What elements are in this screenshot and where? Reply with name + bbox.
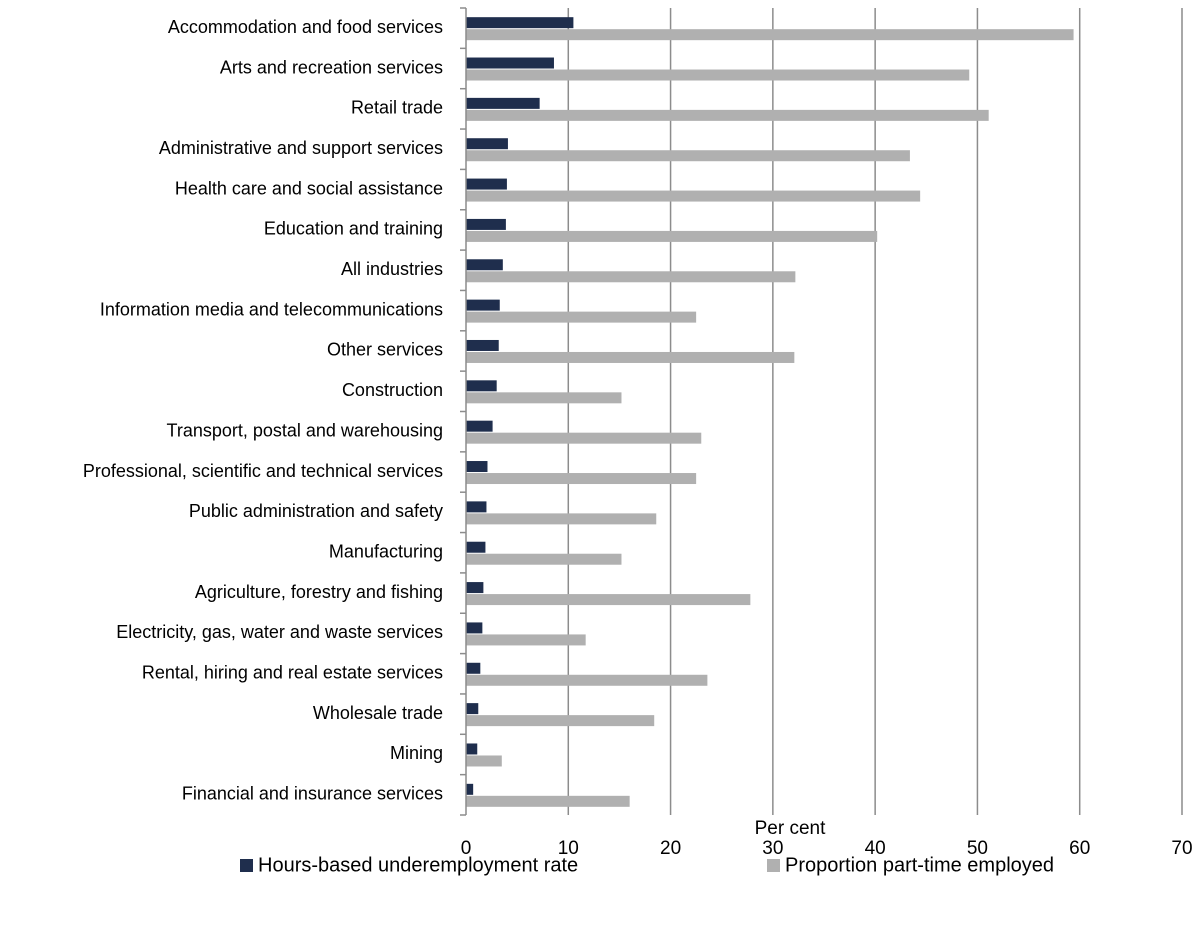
bar	[466, 461, 488, 473]
bar	[466, 755, 502, 767]
y-tick-label: Financial and insurance services	[182, 784, 443, 804]
bar	[466, 17, 574, 29]
bar	[466, 674, 708, 686]
y-tick-label: Retail trade	[351, 98, 443, 118]
bar	[466, 513, 657, 525]
bar	[466, 795, 630, 807]
bar	[466, 109, 989, 121]
bar	[466, 541, 486, 553]
y-tick-label: Accommodation and food services	[168, 17, 443, 37]
bar	[466, 178, 507, 190]
bar	[466, 703, 479, 715]
y-tick-label: Other services	[327, 340, 443, 360]
bar	[466, 230, 878, 242]
legend-swatch	[240, 859, 253, 872]
bar	[466, 299, 500, 311]
bar	[466, 190, 921, 202]
x-tick-label: 60	[1069, 838, 1090, 859]
bar	[466, 259, 503, 271]
bar	[466, 339, 499, 351]
y-tick-label: Rental, hiring and real estate services	[142, 663, 443, 683]
y-tick-label: Mining	[390, 743, 443, 763]
bar	[466, 218, 506, 230]
legend-label: Hours-based underemployment rate	[258, 854, 578, 876]
y-tick-label: Wholesale trade	[313, 703, 443, 723]
y-tick-label: Information media and telecommunications	[100, 299, 443, 319]
y-tick-label: All industries	[341, 259, 443, 279]
bar	[466, 138, 508, 150]
y-tick-label: Health care and social assistance	[175, 178, 443, 198]
y-tick-label: Agriculture, forestry and fishing	[195, 582, 443, 602]
bar	[466, 150, 910, 162]
x-tick-label: 0	[461, 838, 472, 859]
x-tick-label: 50	[967, 838, 988, 859]
y-tick-label: Professional, scientific and technical s…	[83, 461, 443, 481]
bar	[466, 501, 487, 513]
bar	[466, 420, 493, 432]
y-tick-label: Public administration and safety	[189, 501, 443, 521]
bar	[466, 380, 497, 392]
bar	[466, 271, 796, 283]
bar	[466, 311, 697, 323]
x-tick-label: 40	[865, 838, 886, 859]
x-tick-label: 30	[762, 838, 783, 859]
x-tick-label: 20	[660, 838, 681, 859]
bar	[466, 662, 481, 674]
bar	[466, 743, 478, 755]
bar	[466, 392, 622, 404]
legend-swatch	[767, 859, 780, 872]
bar	[466, 622, 483, 634]
bar	[466, 351, 795, 363]
bar	[466, 715, 655, 727]
bar	[466, 69, 970, 81]
bar	[466, 432, 702, 444]
y-tick-label: Electricity, gas, water and waste servic…	[116, 622, 443, 642]
y-tick-label: Construction	[342, 380, 443, 400]
bar	[466, 29, 1074, 41]
y-tick-label: Administrative and support services	[159, 138, 443, 158]
y-tick-label: Transport, postal and warehousing	[167, 420, 444, 440]
bar	[466, 582, 484, 594]
bar	[466, 97, 540, 109]
x-tick-label: 10	[558, 838, 579, 859]
bar	[466, 473, 697, 485]
y-tick-label: Arts and recreation services	[220, 57, 443, 77]
x-axis-label: Per cent	[755, 818, 826, 839]
bar	[466, 634, 586, 646]
bar	[466, 783, 474, 795]
bar	[466, 57, 554, 69]
bar	[466, 594, 751, 606]
x-tick-label: 70	[1171, 838, 1192, 859]
bar	[466, 553, 622, 565]
y-tick-label: Manufacturing	[329, 541, 443, 561]
legend-label: Proportion part-time employed	[785, 854, 1054, 876]
y-tick-label: Education and training	[264, 219, 443, 239]
